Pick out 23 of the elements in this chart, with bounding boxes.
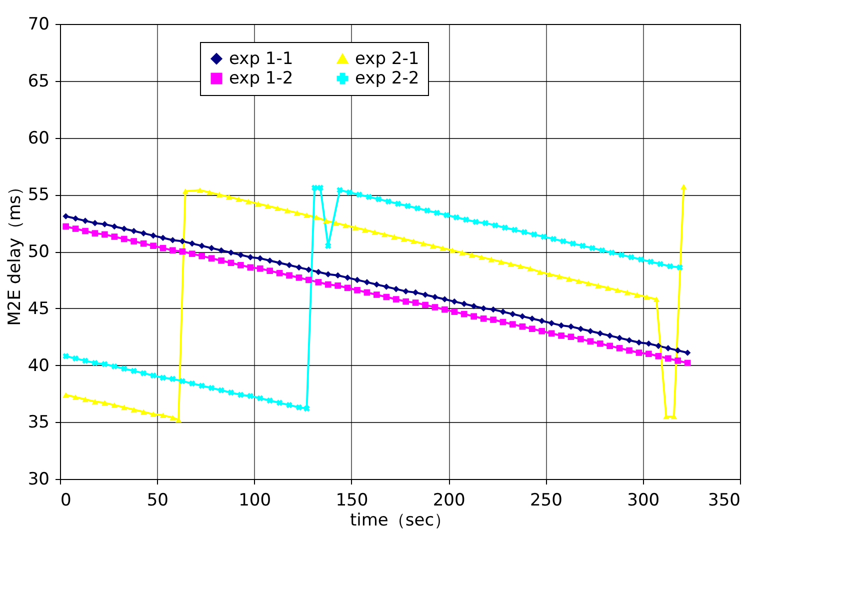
x-tick-label: 0 xyxy=(60,490,72,510)
legend-label: exp 1-1 xyxy=(229,48,294,69)
x-tick-label: 250 xyxy=(530,490,562,510)
y-tick-label: 65 xyxy=(28,71,50,92)
x-tick-label: 200 xyxy=(432,490,466,510)
y-axis-title: M2E delay（ms） xyxy=(4,178,25,326)
x-tick-label: 350 xyxy=(708,490,740,510)
x-tick-label: 50 xyxy=(146,490,168,510)
x-axis-title: time（sec） xyxy=(350,510,452,530)
legend-label: exp 1-2 xyxy=(229,68,294,88)
y-tick-label: 60 xyxy=(28,128,50,148)
y-tick-label: 35 xyxy=(28,412,50,433)
y-tick-label: 50 xyxy=(28,242,50,262)
legend-label: exp 2-2 xyxy=(355,68,420,88)
y-tick-label: 30 xyxy=(28,470,50,490)
y-tick-label: 55 xyxy=(28,185,50,206)
x-tick-label: 100 xyxy=(238,490,272,510)
x-tick-label: 150 xyxy=(336,490,368,510)
y-tick-label: 45 xyxy=(28,298,50,319)
x-tick-label: 300 xyxy=(627,490,660,510)
y-tick-label: 40 xyxy=(28,356,50,376)
y-tick-label: 70 xyxy=(28,14,50,34)
legend-label: exp 2-1 xyxy=(355,48,420,69)
